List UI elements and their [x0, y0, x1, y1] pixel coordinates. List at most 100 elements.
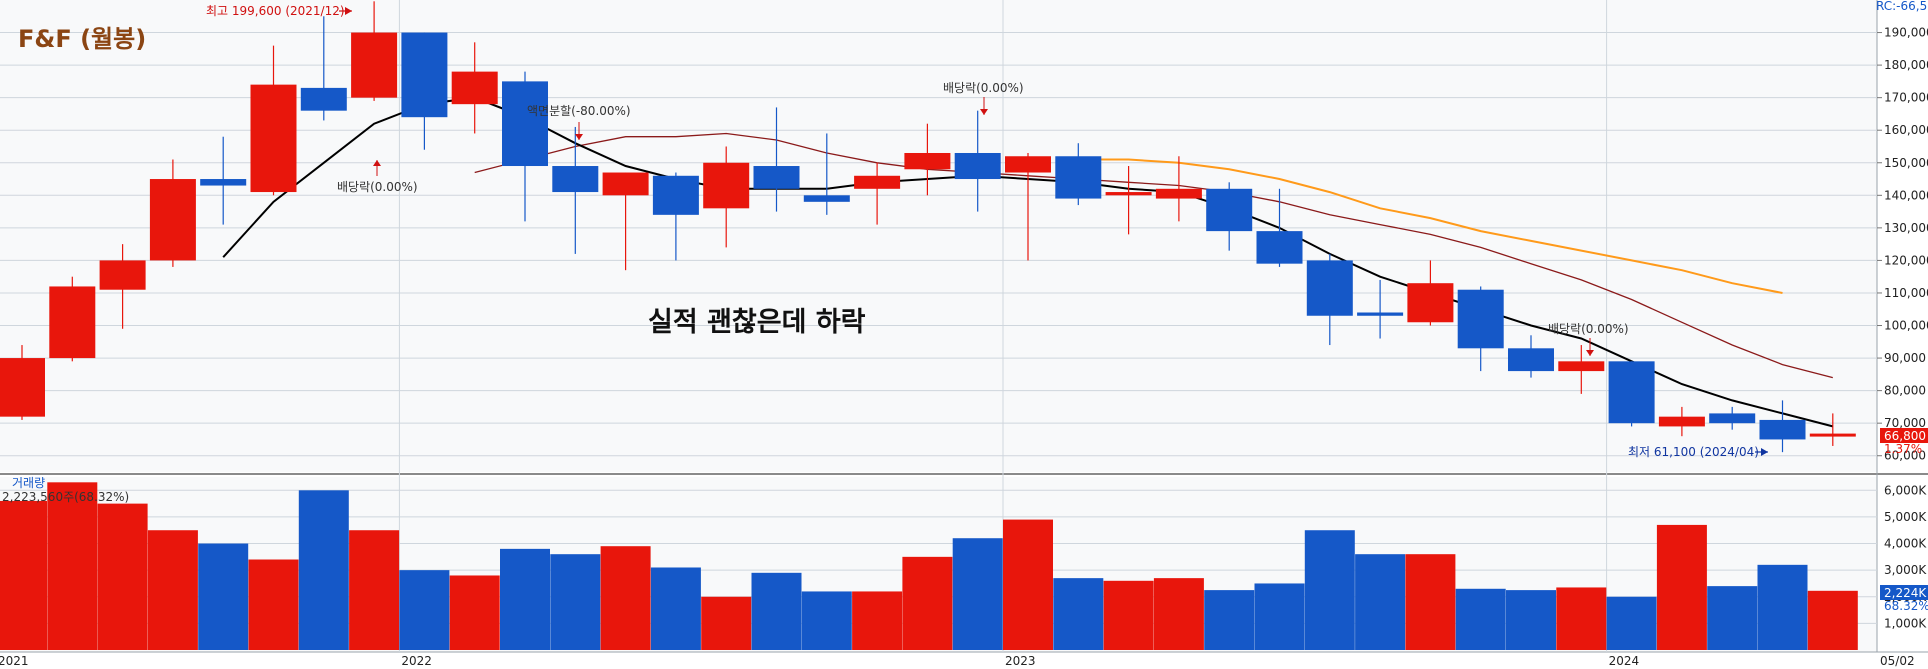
price-tick-label: 80,000 — [1884, 384, 1926, 398]
price-tick-label: 160,000 — [1884, 123, 1928, 137]
chart-title: F&F (월봉) — [18, 25, 146, 53]
volume-last-badge — [1880, 585, 1928, 600]
candle-body — [954, 152, 1001, 180]
candle-body — [854, 175, 901, 189]
volume-bar — [1355, 554, 1406, 650]
candle-body — [1457, 289, 1504, 349]
candle-body — [1558, 361, 1605, 372]
high-annotation-label: 최고 199,600 (2021/12) — [206, 4, 345, 18]
volume-bar — [1204, 590, 1255, 650]
volume-bar — [1556, 587, 1607, 650]
x-axis-label: 2023 — [1005, 654, 1036, 668]
volume-bar — [1153, 578, 1204, 650]
price-tick-label: 100,000 — [1884, 319, 1928, 333]
price-tick-label: 110,000 — [1884, 286, 1928, 300]
x-axis-label: 2024 — [1609, 654, 1640, 668]
div1-annotation-label: 배당락(0.00%) — [337, 180, 418, 194]
volume-bar — [1807, 590, 1858, 650]
volume-bar — [1757, 564, 1808, 650]
volume-bar — [1506, 590, 1556, 650]
price-tick-label: 120,000 — [1884, 253, 1928, 267]
volume-bar — [902, 556, 953, 650]
volume-bar — [1707, 586, 1758, 650]
candle-body — [753, 166, 800, 189]
x-axis-label: 2021 — [0, 654, 29, 668]
split-annotation-label: 액면분할(-80.00%) — [527, 104, 631, 118]
volume-bar — [399, 570, 450, 650]
candle-body — [602, 172, 649, 196]
volume-bar — [1103, 580, 1154, 650]
candle-body — [1759, 419, 1806, 440]
volume-bar — [1405, 554, 1456, 650]
volume-bar — [198, 543, 249, 650]
volume-bar — [97, 503, 148, 650]
volume-bar — [852, 591, 903, 650]
volume-bar — [147, 530, 198, 650]
candle-body — [49, 286, 96, 359]
price-tick-label: 90,000 — [1884, 351, 1926, 365]
candle-body — [1105, 192, 1152, 196]
price-tick-label: 180,000 — [1884, 58, 1928, 72]
candle-body — [904, 152, 951, 170]
price-tick-label: 140,000 — [1884, 188, 1928, 202]
div3-arrow-head — [1586, 350, 1594, 356]
volume-bar — [650, 567, 701, 650]
candle-body — [803, 195, 850, 202]
volume-bar — [1053, 578, 1104, 650]
high-annotation-arrow-head — [345, 7, 352, 15]
volume-bar — [550, 554, 601, 650]
candle-body — [99, 260, 146, 290]
candle-body — [200, 179, 247, 186]
candle-body — [1306, 260, 1353, 316]
volume-bars — [0, 482, 1858, 650]
candle-body — [1206, 188, 1253, 232]
candle-body — [1005, 156, 1051, 173]
candle-body — [1407, 283, 1454, 323]
price-panel — [0, 0, 1877, 472]
volume-last-pct: 68.32% — [1884, 599, 1928, 613]
candles — [0, 1, 1856, 453]
candle-body — [1256, 231, 1303, 264]
volume-bar — [248, 559, 299, 650]
volume-bar — [600, 546, 651, 650]
candle-body — [351, 32, 398, 98]
volume-info-label: 2,223,560주(68.32%) — [2, 490, 129, 504]
volume-bar — [1003, 519, 1053, 650]
candle-body — [250, 84, 297, 193]
last-price-label: 66,800 — [1884, 429, 1926, 443]
candle-body — [703, 162, 750, 209]
volume-bar — [1254, 583, 1305, 650]
volume-tick-label: 6,000K — [1884, 483, 1927, 497]
price-tick-label: 70,000 — [1884, 416, 1926, 430]
volume-tick-label: 4,000K — [1884, 537, 1927, 551]
candle-body — [1709, 413, 1756, 424]
volume-bar — [952, 538, 1003, 650]
candle-body — [502, 81, 548, 167]
split-arrow-head — [575, 134, 583, 140]
volume-bar — [801, 591, 852, 650]
volume-bar — [1304, 530, 1355, 650]
volume-tick-label: 3,000K — [1884, 563, 1927, 577]
candle-body — [1055, 156, 1102, 199]
candle-body — [0, 358, 45, 417]
candle-body — [300, 87, 347, 111]
volume-bar — [349, 530, 400, 650]
volume-bar — [751, 572, 802, 650]
volume-bar — [1455, 588, 1506, 650]
last-change-label: 1.37% — [1884, 442, 1922, 456]
candle-body — [1508, 348, 1554, 372]
div1-arrow-head — [373, 160, 381, 166]
ma-mid-line — [474, 132, 1833, 379]
volume-bar — [449, 575, 500, 650]
candle-body — [1357, 312, 1404, 316]
price-tick-label: 130,000 — [1884, 221, 1928, 235]
candle-body — [451, 71, 498, 105]
price-tick-label: 170,000 — [1884, 91, 1928, 105]
x-axis-label: 05/02 — [1880, 654, 1915, 668]
volume-tick-label: 1,000K — [1884, 616, 1927, 630]
volume-bar — [1656, 524, 1707, 650]
x-axis-label: 2022 — [401, 654, 432, 668]
volume-panel-label: 거래량 — [12, 476, 45, 490]
volume-bar — [500, 548, 550, 650]
